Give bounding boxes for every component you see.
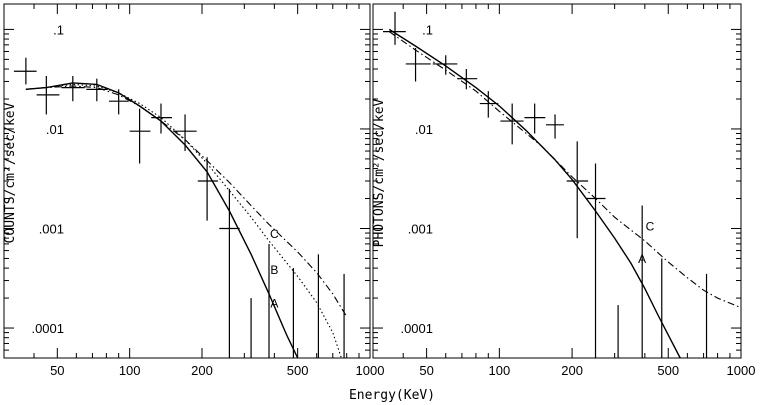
data-point <box>586 163 606 358</box>
data-point <box>129 108 151 164</box>
y-tick-label: .0001 <box>400 321 433 336</box>
x-tick-label: 500 <box>287 363 309 378</box>
x-tick-label: 100 <box>119 363 141 378</box>
data-point <box>151 103 172 134</box>
data-point <box>524 103 546 134</box>
y-axis-label: COUNTS/cm²/sec/keV <box>3 102 18 243</box>
x-tick-label: 1000 <box>727 363 756 378</box>
y-tick-label: .1 <box>53 22 64 37</box>
curve-label-c: C <box>270 227 279 241</box>
data-point <box>173 114 197 152</box>
data-point <box>383 11 406 45</box>
x-tick-label: 1000 <box>356 363 385 378</box>
data-point <box>479 91 499 118</box>
curve-label-a: A <box>638 252 646 266</box>
data-point <box>457 69 478 90</box>
data-point <box>13 57 37 85</box>
data-point <box>405 48 431 82</box>
data-point <box>36 76 60 115</box>
x-tick-label: 100 <box>489 363 511 378</box>
data-point <box>219 188 240 358</box>
data-point <box>108 89 129 115</box>
x-axis-label: Energy(KeV) <box>349 388 435 403</box>
model-curve-c <box>388 31 742 309</box>
right-panel-photons: 50 100 200 500 1000 .0001 .001 .01 .1 PHOTONS/cm²… <box>372 3 756 378</box>
curve-label-b: B <box>270 263 278 277</box>
y-axis-label: PHOTONS/cm²/sec/keV <box>372 98 387 247</box>
data-point <box>500 103 524 145</box>
y-tick-label: .001 <box>39 221 64 236</box>
x-tick-label: 50 <box>50 363 64 378</box>
y-tick-label: .01 <box>415 122 433 137</box>
x-tick-label: 200 <box>561 363 583 378</box>
x-tick-label: 200 <box>191 363 213 378</box>
data-point <box>61 76 85 102</box>
data-point <box>197 157 218 221</box>
y-tick-label: .01 <box>46 122 64 137</box>
y-tick-label: .001 <box>408 221 433 236</box>
data-point <box>546 114 564 139</box>
curve-label-a: A <box>270 297 278 311</box>
plot-frame <box>372 3 742 359</box>
model-curve-c <box>25 85 348 317</box>
model-curve-a <box>388 28 681 359</box>
data-point <box>86 78 108 102</box>
data-point <box>566 141 589 239</box>
left-panel-counts: 50 100 200 500 1000 .0001 .001 .01 .1 COUNTS/cm²/… <box>3 3 385 378</box>
model-curve-b <box>25 83 342 359</box>
x-tick-label: 500 <box>657 363 679 378</box>
curve-label-c: C <box>646 220 655 234</box>
plot-frame <box>3 3 371 359</box>
data-point <box>432 55 458 75</box>
y-tick-label: .0001 <box>31 321 64 336</box>
model-curve-a <box>25 82 299 359</box>
y-tick-label: .1 <box>422 22 433 37</box>
x-tick-label: 50 <box>419 363 433 378</box>
